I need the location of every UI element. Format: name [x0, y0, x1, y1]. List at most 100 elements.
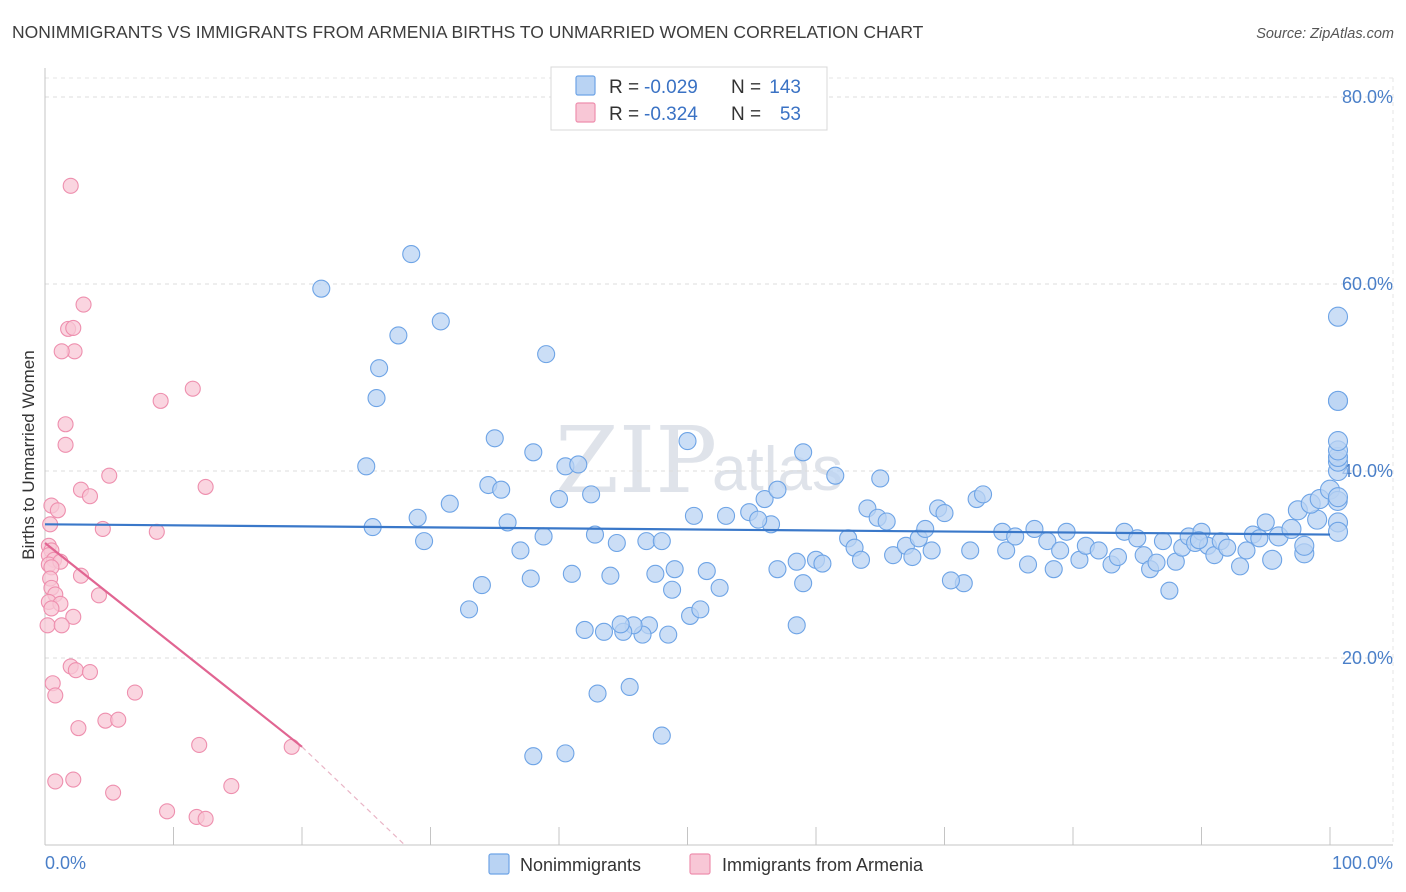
point-0-74: [1108, 547, 1128, 567]
points-layer: [39, 177, 1349, 827]
point-1-43: [70, 720, 87, 737]
point-0-41: [768, 560, 787, 579]
point-0-140: [787, 616, 806, 635]
point-0-141: [588, 684, 607, 703]
point-0-115: [1294, 535, 1315, 556]
point-1-50: [105, 784, 122, 801]
stats-legend-box: [550, 66, 828, 131]
point-0-26: [472, 576, 491, 595]
gridlines: [45, 77, 1394, 845]
point-1-15: [49, 502, 66, 519]
legend-label-nonimmigrants: Nonimmigrants: [520, 855, 641, 875]
stats-n-label-1: N =: [731, 104, 761, 125]
point-0-12: [582, 485, 601, 504]
stats-n-value-0: 143: [769, 77, 801, 98]
point-1-11: [197, 478, 214, 495]
stats-legend: R = -0.029 N = 143 R = -0.324 N = 53: [550, 66, 828, 131]
point-1-38: [67, 662, 84, 679]
point-1-49: [65, 771, 82, 788]
point-0-6: [537, 345, 556, 364]
x-tick-label-0: 0.0%: [45, 853, 86, 873]
point-1-48: [47, 773, 64, 790]
point-0-136: [575, 620, 594, 640]
point-0-13: [549, 489, 569, 509]
chart-title: NONIMMIGRANTS VS IMMIGRANTS FROM ARMENIA…: [12, 22, 924, 42]
chart-source: Source: ZipAtlas.com: [1256, 26, 1394, 42]
y-tick-label-20: 20.0%: [1342, 648, 1393, 668]
stats-r-label-0: R =: [609, 77, 639, 98]
point-0-121: [903, 547, 922, 567]
point-0-114: [1327, 521, 1349, 542]
point-0-72: [1089, 541, 1108, 560]
point-0-43: [813, 554, 832, 573]
point-0-37: [755, 489, 774, 509]
point-0-96: [1281, 518, 1302, 540]
point-0-60: [973, 485, 993, 504]
point-1-33: [43, 600, 60, 617]
y-tick-label-60: 60.0%: [1342, 274, 1393, 294]
point-0-64: [1018, 555, 1038, 574]
point-1-10: [101, 467, 118, 484]
point-0-0: [312, 279, 331, 298]
point-0-55: [922, 541, 941, 560]
point-1-27: [72, 567, 90, 584]
point-0-104: [1327, 487, 1349, 508]
point-1-42: [126, 684, 143, 701]
point-0-28: [521, 569, 540, 588]
point-1-51: [223, 778, 240, 795]
bottom-legend: Nonimmigrants Immigrants from Armenia: [488, 853, 924, 875]
point-0-20: [415, 532, 434, 551]
point-0-126: [684, 506, 703, 525]
point-0-54: [916, 519, 935, 539]
point-0-11: [569, 455, 588, 474]
point-0-116: [1262, 549, 1283, 570]
point-0-50: [884, 546, 903, 565]
point-0-111: [1327, 390, 1349, 411]
point-1-6: [184, 380, 201, 397]
point-0-31: [646, 564, 665, 583]
point-0-8: [485, 429, 504, 448]
point-1-18: [148, 523, 165, 540]
point-1-45: [110, 711, 127, 728]
watermark: ZIP atlas: [555, 407, 843, 514]
point-0-58: [961, 541, 980, 560]
point-0-29: [562, 564, 581, 583]
point-0-124: [768, 480, 787, 499]
point-0-9: [524, 443, 543, 462]
point-1-41: [47, 687, 64, 704]
point-0-2: [389, 326, 408, 345]
tick-labels: 20.0% 40.0% 60.0% 80.0% 0.0% 100.0%: [45, 87, 1393, 873]
point-0-33: [697, 561, 716, 581]
point-0-123: [794, 443, 813, 462]
point-0-62: [997, 541, 1016, 560]
trend-line-0: [44, 523, 1331, 536]
point-0-137: [659, 625, 678, 644]
point-0-122: [826, 466, 845, 485]
point-0-25: [637, 532, 656, 551]
point-1-8: [57, 416, 74, 433]
point-1-5: [53, 343, 70, 360]
y-axis-title: Births to Unmarried Women: [19, 350, 38, 559]
point-0-67: [1044, 560, 1063, 579]
point-0-80: [1153, 532, 1172, 551]
point-1-7: [152, 392, 169, 409]
point-0-3: [370, 359, 389, 378]
point-0-112: [1327, 306, 1349, 327]
legend-swatch-armenia: [689, 853, 711, 875]
point-1-46: [191, 736, 208, 754]
point-0-120: [941, 571, 960, 590]
point-0-63: [1006, 527, 1025, 546]
point-0-142: [620, 677, 639, 697]
point-1-9: [57, 436, 74, 453]
axes: [44, 68, 1393, 846]
point-0-144: [524, 747, 543, 766]
point-0-4: [367, 389, 386, 408]
point-0-32: [665, 560, 684, 579]
stats-swatch-armenia: [575, 102, 596, 123]
point-0-7: [357, 457, 376, 476]
point-0-90: [1231, 557, 1250, 576]
point-0-89: [1218, 538, 1237, 557]
point-1-3: [65, 319, 82, 336]
series-armenia: [39, 177, 300, 827]
